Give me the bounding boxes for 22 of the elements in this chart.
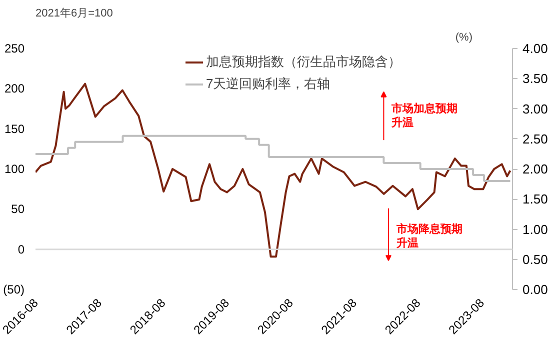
y-axis-title: 2021年6月=100	[36, 8, 113, 20]
y2-tick-label: 1.50	[522, 192, 548, 207]
y2-tick-label: 3.50	[522, 71, 548, 86]
y-tick-label: 100	[4, 162, 25, 176]
y2-tick-label: 4.00	[522, 41, 548, 56]
legend-label: 加息预期指数（衍生品市场隐含）	[206, 53, 401, 71]
y-tick-label: 0	[18, 242, 25, 256]
y-tick-label: 150	[4, 122, 25, 136]
annotation: 市场加息预期升温	[390, 102, 458, 130]
y-tick-label: 50	[11, 202, 25, 216]
y-tick-label: 200	[4, 82, 25, 96]
y2-tick-label: 3.00	[522, 101, 548, 116]
y-tick-label: 250	[4, 42, 25, 56]
y2-axis-title: (%)	[455, 32, 472, 44]
y2-tick-label: 0.00	[522, 282, 548, 297]
legend-label: 7天逆回购利率，右轴	[206, 75, 330, 93]
annotation: 市场降息预期升温	[395, 222, 462, 250]
y2-tick-label: 2.00	[522, 162, 548, 176]
y2-tick-label: 2.50	[522, 131, 548, 146]
y-tick-label: (50)	[3, 282, 25, 296]
y2-tick-label: 1.00	[522, 222, 548, 237]
y2-tick-label: 0.50	[522, 252, 548, 267]
